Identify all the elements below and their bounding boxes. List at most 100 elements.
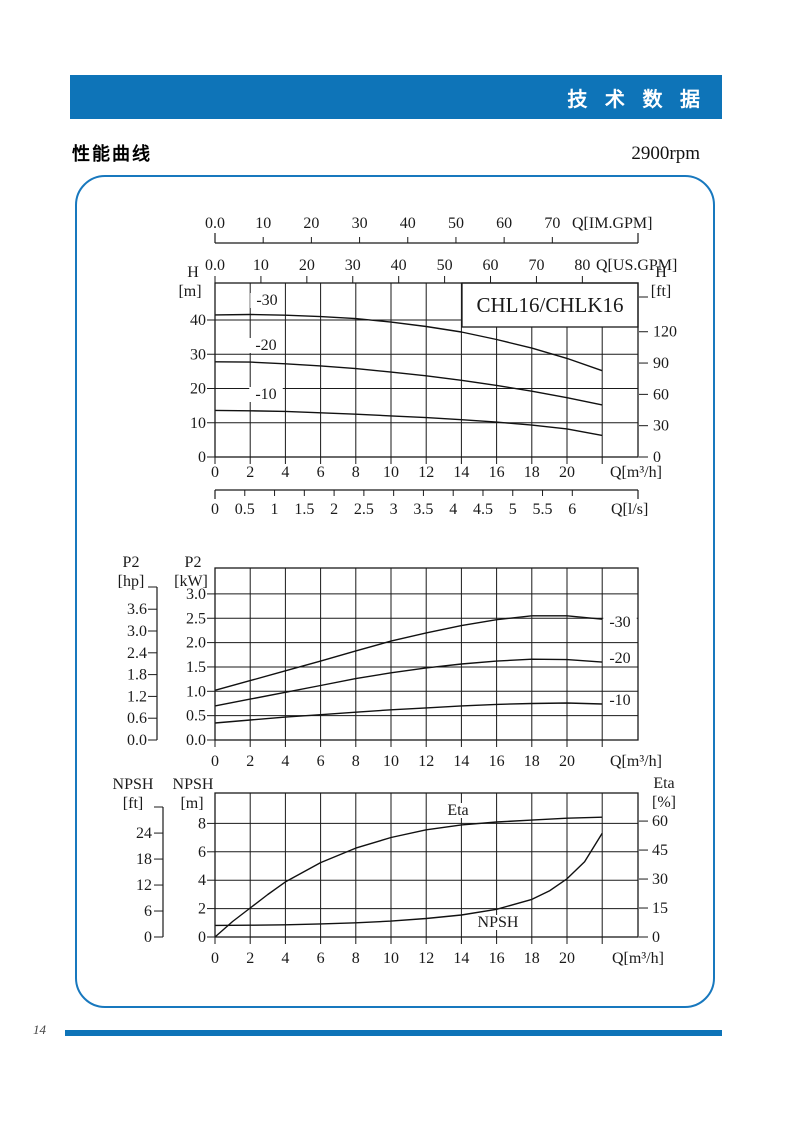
svg-text:30: 30	[652, 871, 668, 888]
svg-text:10: 10	[383, 464, 399, 481]
curve-label--20: -20	[609, 650, 630, 667]
svg-text:2: 2	[246, 950, 254, 967]
curve-label--30: -30	[256, 292, 277, 309]
svg-text:[m]: [m]	[178, 283, 201, 300]
svg-text:1.8: 1.8	[127, 667, 147, 684]
svg-text:1.5: 1.5	[186, 659, 206, 676]
title-box	[461, 282, 639, 328]
svg-text:24: 24	[136, 825, 152, 842]
curve--10	[214, 702, 603, 724]
svg-text:12: 12	[418, 950, 434, 967]
svg-text:40: 40	[391, 257, 407, 274]
svg-text:2: 2	[246, 464, 254, 481]
svg-text:2: 2	[198, 901, 206, 918]
svg-text:10: 10	[253, 257, 269, 274]
svg-text:20: 20	[303, 215, 319, 232]
svg-text:[kW]: [kW]	[174, 573, 208, 590]
svg-text:4.5: 4.5	[473, 501, 493, 518]
gridlines	[215, 793, 638, 937]
svg-text:70: 70	[544, 215, 560, 232]
svg-text:0: 0	[198, 929, 206, 946]
svg-text:16: 16	[489, 753, 505, 770]
svg-text:Q[m³/h]: Q[m³/h]	[610, 464, 662, 481]
footer-rule	[65, 1030, 722, 1036]
svg-text:120: 120	[653, 324, 677, 341]
svg-text:0: 0	[653, 449, 661, 466]
svg-text:0.0: 0.0	[205, 257, 225, 274]
svg-text:60: 60	[653, 386, 669, 403]
svg-text:6: 6	[568, 501, 576, 518]
svg-text:18: 18	[136, 851, 152, 868]
svg-text:15: 15	[652, 900, 668, 917]
curve-label-Eta: Eta	[447, 802, 468, 819]
svg-text:20: 20	[559, 464, 575, 481]
svg-text:14: 14	[453, 950, 469, 967]
svg-text:4: 4	[449, 501, 457, 518]
svg-text:5.5: 5.5	[533, 501, 553, 518]
svg-text:20: 20	[299, 257, 315, 274]
svg-text:50: 50	[448, 215, 464, 232]
speed-label: 2900rpm	[631, 143, 700, 164]
svg-text:20: 20	[190, 381, 206, 398]
svg-text:Q[m³/h]: Q[m³/h]	[612, 950, 664, 967]
svg-text:Q[IM.GPM]: Q[IM.GPM]	[572, 215, 652, 232]
svg-text:6: 6	[317, 753, 325, 770]
svg-text:[hp]: [hp]	[118, 573, 145, 590]
svg-text:5: 5	[509, 501, 517, 518]
svg-text:8: 8	[352, 464, 360, 481]
svg-text:2: 2	[246, 753, 254, 770]
svg-text:3: 3	[390, 501, 398, 518]
svg-text:6: 6	[144, 903, 152, 920]
curve-label--20: -20	[255, 337, 276, 354]
svg-text:0.0: 0.0	[186, 732, 206, 749]
svg-text:0.0: 0.0	[205, 215, 225, 232]
svg-text:40: 40	[190, 312, 206, 329]
svg-text:12: 12	[136, 877, 152, 894]
svg-text:10: 10	[383, 950, 399, 967]
curve-NPSH	[214, 832, 603, 927]
svg-text:10: 10	[383, 753, 399, 770]
svg-text:20: 20	[559, 753, 575, 770]
svg-text:3.6: 3.6	[127, 601, 147, 618]
svg-text:Q[l/s]: Q[l/s]	[611, 501, 648, 518]
svg-text:[ft]: [ft]	[123, 795, 143, 812]
curve--30	[214, 313, 603, 372]
svg-text:30: 30	[190, 346, 206, 363]
section-title: 性能曲线	[72, 144, 152, 164]
svg-text:H: H	[655, 264, 667, 281]
svg-text:0.5: 0.5	[235, 501, 255, 518]
svg-text:0: 0	[211, 501, 219, 518]
curve-label--10: -10	[255, 386, 276, 403]
svg-text:30: 30	[352, 215, 368, 232]
svg-text:NPSH: NPSH	[113, 776, 154, 793]
svg-text:20: 20	[559, 950, 575, 967]
svg-text:0: 0	[198, 449, 206, 466]
svg-text:10: 10	[255, 215, 271, 232]
curve-label--30: -30	[609, 614, 630, 631]
curve--20	[214, 658, 603, 707]
svg-text:0.0: 0.0	[127, 732, 147, 749]
gridlines	[215, 568, 638, 740]
svg-text:[m]: [m]	[180, 795, 203, 812]
svg-text:0: 0	[144, 929, 152, 946]
curve--20	[214, 361, 603, 406]
svg-text:3.0: 3.0	[186, 586, 206, 603]
curve--10	[214, 409, 603, 437]
svg-text:2.4: 2.4	[127, 645, 147, 662]
svg-text:0.5: 0.5	[186, 708, 206, 725]
svg-text:4: 4	[281, 753, 289, 770]
svg-text:70: 70	[528, 257, 544, 274]
curve-label-NPSH: NPSH	[478, 914, 519, 931]
banner-title: 技 术 数 据	[567, 88, 706, 111]
svg-text:6: 6	[317, 464, 325, 481]
svg-text:12: 12	[418, 753, 434, 770]
svg-text:0: 0	[652, 929, 660, 946]
svg-text:30: 30	[653, 418, 669, 435]
svg-text:2.0: 2.0	[186, 635, 206, 652]
svg-text:3.5: 3.5	[413, 501, 433, 518]
svg-text:P2: P2	[123, 554, 140, 571]
svg-text:[ft]: [ft]	[651, 283, 671, 300]
